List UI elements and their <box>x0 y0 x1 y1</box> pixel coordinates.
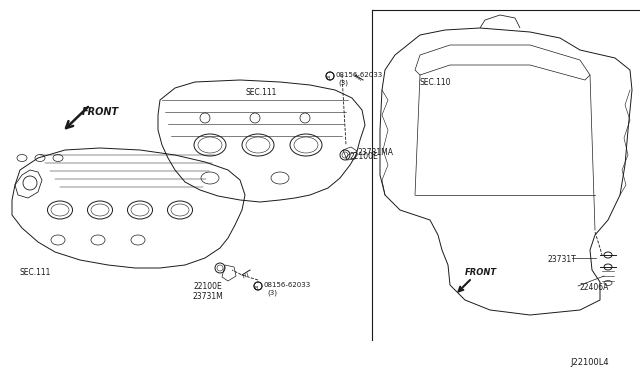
Text: SEC.110: SEC.110 <box>420 78 451 87</box>
Text: B: B <box>326 77 330 81</box>
Text: 22406A: 22406A <box>580 283 609 292</box>
Text: SEC.111: SEC.111 <box>20 268 51 277</box>
Circle shape <box>326 72 334 80</box>
Text: J22100L4: J22100L4 <box>570 358 609 367</box>
Circle shape <box>254 282 262 290</box>
Text: (3): (3) <box>338 79 348 86</box>
Text: 23731MA: 23731MA <box>358 148 394 157</box>
Text: 22100E: 22100E <box>194 282 222 291</box>
Text: (3): (3) <box>267 289 277 295</box>
Text: 08156-62033: 08156-62033 <box>335 72 382 78</box>
Text: 08156-62033: 08156-62033 <box>264 282 311 288</box>
Text: 23731M: 23731M <box>193 292 223 301</box>
Text: SEC.111: SEC.111 <box>245 88 276 97</box>
Text: 23731T: 23731T <box>548 255 577 264</box>
Text: B: B <box>254 286 258 292</box>
Text: FRONT: FRONT <box>465 268 497 277</box>
Text: 22100E: 22100E <box>350 152 379 161</box>
Text: FRONT: FRONT <box>82 107 119 117</box>
